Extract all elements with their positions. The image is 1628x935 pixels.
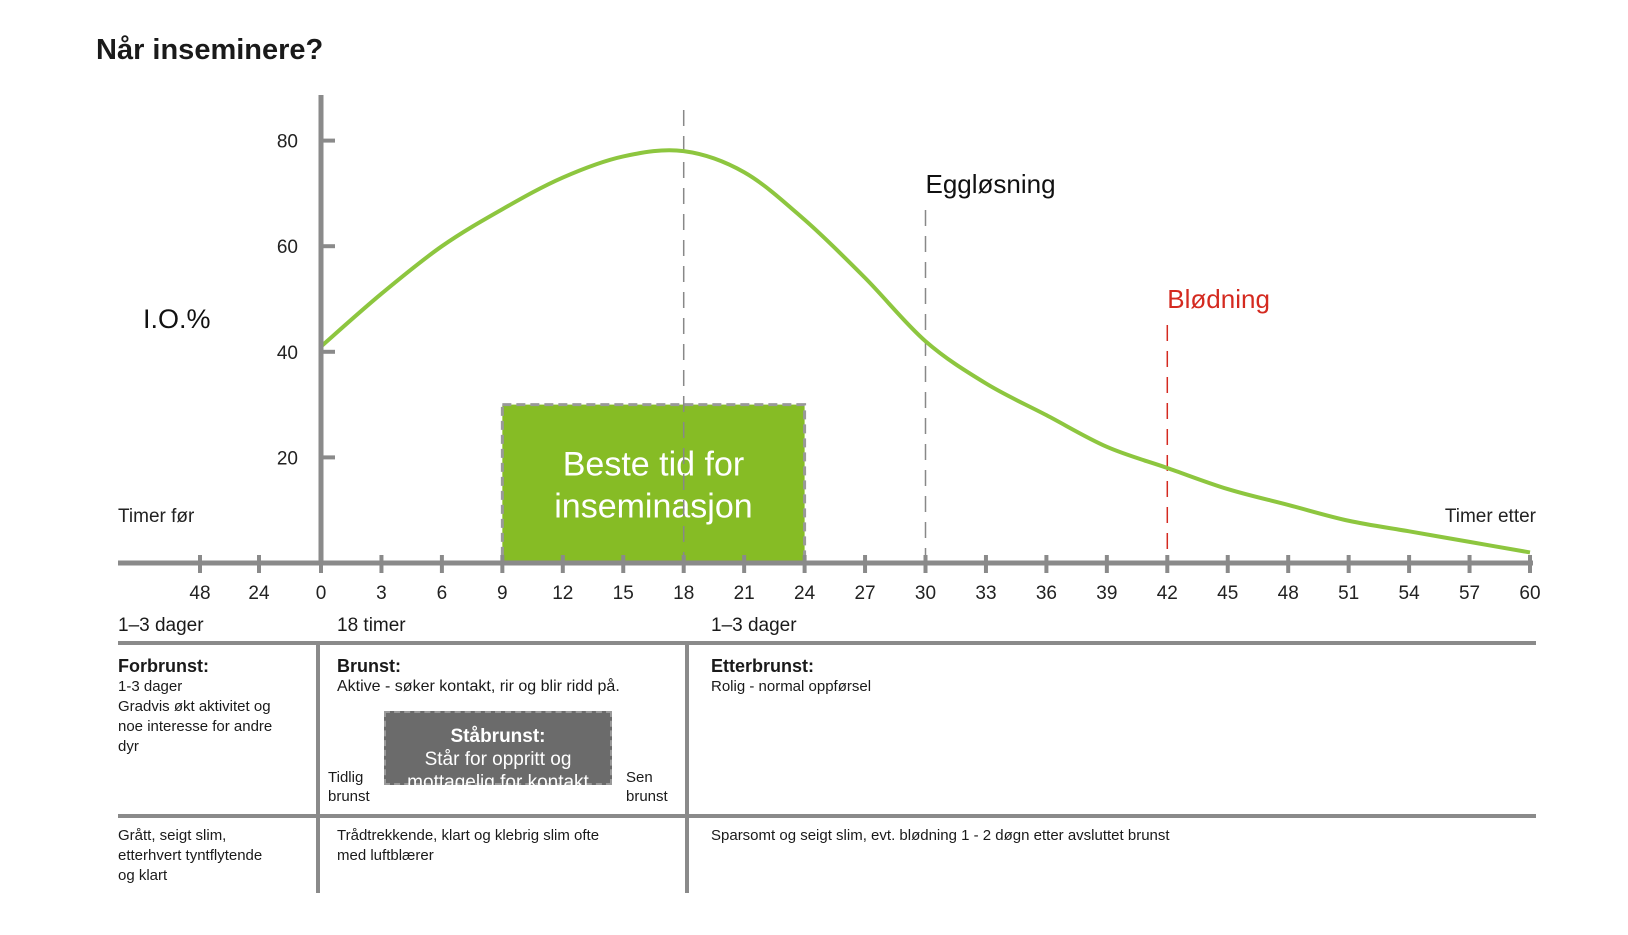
x-tick-label: 6 (437, 583, 448, 604)
standing-heat-title: Ståbrunst: (450, 726, 546, 747)
x-tick-label-before: 48 (189, 583, 210, 604)
phase-duration-brunst: 18 timer (337, 615, 406, 636)
mucus-line: etterhvert tyntflytende (118, 847, 263, 864)
mucus-brunst: Trådtrekkende, klart og klebrig slim oft… (337, 826, 677, 866)
phase-duration-forbrunst: 1–3 dager (118, 615, 204, 636)
standing-heat-box: Ståbrunst: Står for oppritt og mottageli… (384, 711, 612, 793)
x-tick-label: 57 (1459, 583, 1480, 604)
x-tick-label: 33 (975, 583, 996, 604)
mucus-line: Grått, seigt slim, (118, 827, 227, 844)
phase-line: noe interesse for andre (118, 718, 273, 735)
mucus-line: med luftblærer (337, 847, 434, 864)
marker-label: Blødning (1167, 284, 1270, 314)
late-heat-label: Sen brunst (626, 768, 668, 806)
late-heat-line: Sen (626, 769, 653, 786)
early-heat-line: Tidlig (328, 769, 364, 786)
phase-duration-etterbrunst: 1–3 dager (711, 615, 797, 636)
late-heat-line: brunst (626, 788, 668, 805)
x-tick-label: 21 (734, 583, 755, 604)
early-heat-label: Tidlig brunst (328, 768, 370, 806)
x-tick-label: 51 (1338, 583, 1359, 604)
x-label-after: Timer etter (1445, 506, 1537, 527)
y-axis-label: I.O.% (143, 304, 211, 334)
mucus-forbrunst: Grått, seigt slim, etterhvert tyntflyten… (118, 826, 308, 886)
best-time-box (500, 403, 807, 565)
x-label-before: Timer før (118, 506, 195, 527)
phase-line: Rolig - normal oppførsel (711, 678, 872, 695)
x-tick-label: 0 (316, 583, 327, 604)
x-tick-label: 24 (794, 583, 816, 604)
x-tick-label: 12 (552, 583, 573, 604)
y-tick-label: 80 (277, 132, 298, 153)
x-tick-label: 15 (613, 583, 634, 604)
phase-line: Aktive - søker kontakt, rir og blir ridd… (337, 678, 620, 695)
phase-brunst: Brunst: Aktive - søker kontakt, rir og b… (337, 656, 677, 697)
standing-heat-line: Står for oppritt og (424, 749, 572, 770)
x-tick-label: 60 (1519, 583, 1540, 604)
y-tick-label: 60 (277, 237, 298, 258)
x-tick-label: 30 (915, 583, 936, 604)
phase-title: Etterbrunst: (711, 656, 814, 676)
y-tick-label: 40 (277, 343, 298, 364)
x-tick-label: 39 (1096, 583, 1117, 604)
early-heat-line: brunst (328, 788, 370, 805)
phase-title: Forbrunst: (118, 656, 209, 676)
x-tick-label: 36 (1036, 583, 1057, 604)
x-tick-label: 42 (1157, 583, 1178, 604)
x-tick-label-before: 24 (248, 583, 270, 604)
phase-forbrunst: Forbrunst: 1-3 dager Gradvis økt aktivit… (118, 656, 308, 757)
best-time-label: inseminasjon (554, 488, 752, 526)
phase-line: dyr (118, 738, 139, 755)
mucus-line: Trådtrekkende, klart og klebrig slim oft… (337, 827, 600, 844)
mucus-line: Sparsomt og seigt slim, evt. blødning 1 … (711, 827, 1170, 844)
y-tick-label: 20 (277, 448, 298, 469)
standing-heat-line: mottagelig for kontakt (407, 772, 589, 793)
phase-title: Brunst: (337, 656, 401, 676)
x-tick-label: 9 (497, 583, 508, 604)
phase-line: Gradvis økt aktivitet og (118, 698, 271, 715)
marker-label: Eggløsning (926, 169, 1056, 199)
mucus-etterbrunst: Sparsomt og seigt slim, evt. blødning 1 … (711, 826, 1511, 846)
phase-line: 1-3 dager (118, 678, 183, 695)
page-title: Når inseminere? (96, 34, 324, 66)
phase-etterbrunst: Etterbrunst: Rolig - normal oppførsel (711, 656, 1311, 697)
x-tick-label: 18 (673, 583, 694, 604)
x-tick-label: 48 (1278, 583, 1299, 604)
x-tick-label: 45 (1217, 583, 1238, 604)
io-curve (319, 148, 1531, 555)
x-tick-label: 27 (854, 583, 875, 604)
best-time-label: Beste tid for (563, 446, 744, 484)
x-tick-label: 54 (1399, 583, 1421, 604)
mucus-line: og klart (118, 867, 168, 884)
x-tick-label: 3 (376, 583, 387, 604)
